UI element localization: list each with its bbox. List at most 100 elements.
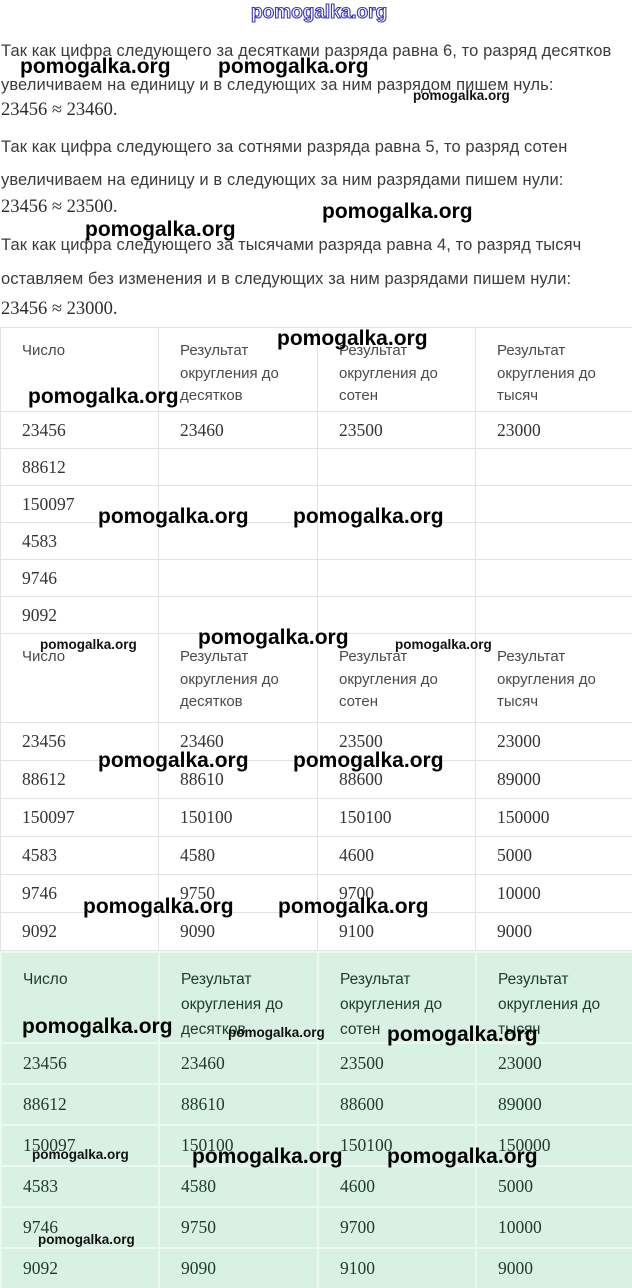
table-cell (158, 559, 318, 597)
table-cell: 23500 (317, 411, 476, 449)
table-cell (475, 485, 632, 523)
table-row: 9746 9750 9700 10000 (0, 874, 632, 913)
column-header: Результат округления до тысяч (475, 951, 632, 1044)
rounding-formula: 23456 ≈ 23000. (1, 299, 118, 319)
table-cell: 9092 (0, 1247, 160, 1288)
table-cell: 150100 (158, 798, 318, 837)
column-header: Результат округления до сотен (317, 327, 476, 412)
explanation-line: увеличиваем на единицу и в следующих за … (1, 76, 554, 94)
explanation-line: Так как цифра следующего за десятками ра… (1, 42, 612, 60)
table-cell: 9750 (158, 874, 318, 913)
table-cell: 23460 (158, 1042, 319, 1085)
table-cell: 9100 (317, 1247, 477, 1288)
table-cell (158, 522, 318, 560)
watermark: pomogalka.org (322, 200, 473, 223)
table-cell: 88600 (317, 760, 476, 799)
column-header: Результат округления до тысяч (475, 633, 632, 723)
column-header: Результат округления до десятков (158, 951, 319, 1044)
table-cell: 150097 (0, 485, 159, 523)
explanation-line: Так как цифра следующего за тысячами раз… (1, 236, 582, 254)
column-header: Число (0, 327, 159, 412)
table-cell: 88612 (0, 448, 159, 486)
table-cell: 23460 (158, 411, 318, 449)
table-cell: 150097 (0, 1124, 160, 1167)
rounding-table-solved-green: Число Результат округления до десятков Рез… (0, 951, 632, 1288)
table-row: 9746 (0, 559, 632, 597)
table-cell: 9700 (317, 1206, 477, 1249)
table-cell: 9000 (475, 912, 632, 951)
table-cell (317, 485, 476, 523)
table-cell: 5000 (475, 836, 632, 875)
table-cell: 23456 (0, 411, 159, 449)
table-cell: 4583 (0, 522, 159, 560)
table-cell: 9100 (317, 912, 476, 951)
table-row: 4583 4580 4600 5000 (0, 1165, 632, 1208)
column-header: Результат округления до десятков (158, 633, 318, 723)
table-cell: 4580 (158, 1165, 319, 1208)
table-row: 9092 9090 9100 9000 (0, 1247, 632, 1288)
table-cell: 10000 (475, 1206, 632, 1249)
table-cell: 23000 (475, 722, 632, 761)
table-cell: 4583 (0, 836, 159, 875)
table-cell (475, 559, 632, 597)
watermark: pomogalka.org (250, 1, 388, 23)
table-cell: 9092 (0, 596, 159, 634)
table-row: 23456 23460 23500 23000 (0, 722, 632, 761)
table-cell: 4580 (158, 836, 318, 875)
table-row: 88612 88610 88600 89000 (0, 760, 632, 799)
table-cell: 150097 (0, 798, 159, 837)
table-cell: 9746 (0, 1206, 160, 1249)
table-cell (475, 448, 632, 486)
explanation-line: оставляем без изменения и в следующих за… (1, 270, 572, 288)
column-header: Число (0, 633, 159, 723)
table-cell: 88612 (0, 760, 159, 799)
table-cell: 89000 (475, 1083, 632, 1126)
explanation-line: увеличиваем на единицу и в следующих за … (1, 171, 564, 189)
table-cell: 150000 (475, 798, 632, 837)
table-cell: 9092 (0, 912, 159, 951)
table-row: 150097 (0, 485, 632, 523)
table-row: 88612 (0, 448, 632, 486)
table-cell: 9746 (0, 559, 159, 597)
table-cell: 150100 (317, 798, 476, 837)
table-cell (158, 596, 318, 634)
table-cell (158, 448, 318, 486)
table-row: 150097 150100 150100 150000 (0, 798, 632, 837)
table-row: 88612 88610 88600 89000 (0, 1083, 632, 1126)
table-cell: 23000 (475, 411, 632, 449)
header-row: Число Результат округления до десятков Рез… (0, 633, 632, 723)
table-cell: 88610 (158, 1083, 319, 1126)
table-cell: 150000 (475, 1124, 632, 1167)
rounding-table-solved: Число Результат округления до десятков Рез… (0, 633, 632, 951)
table-cell: 9090 (158, 1247, 319, 1288)
table-row: 23456 23460 23500 23000 (0, 411, 632, 449)
table-cell: 9700 (317, 874, 476, 913)
table-cell: 23000 (475, 1042, 632, 1085)
explanation-line: Так как цифра следующего за сотнями разр… (1, 138, 568, 156)
table-cell: 9750 (158, 1206, 319, 1249)
column-header: Результат округления до тысяч (475, 327, 632, 412)
rounding-formula: 23456 ≈ 23460. (1, 100, 118, 120)
table-cell (317, 522, 476, 560)
table-cell: 88610 (158, 760, 318, 799)
column-header: Результат округления до сотен (317, 951, 477, 1044)
table-cell (317, 559, 476, 597)
table-row: 4583 (0, 522, 632, 560)
table-cell: 5000 (475, 1165, 632, 1208)
header-row: Число Результат округления до десятков Рез… (0, 951, 632, 1044)
table-cell: 23500 (317, 722, 476, 761)
table-row: 9092 9090 9100 9000 (0, 912, 632, 951)
table-cell: 9746 (0, 874, 159, 913)
table-cell: 88600 (317, 1083, 477, 1126)
header-row: Число Результат округления до десятков Рез… (0, 327, 632, 412)
table-cell: 4600 (317, 1165, 477, 1208)
table-cell: 9000 (475, 1247, 632, 1288)
rounding-table-partial: Число Результат округления до десятков Рез… (0, 327, 632, 634)
table-cell (158, 485, 318, 523)
table-row: 23456 23460 23500 23000 (0, 1042, 632, 1085)
table-cell: 150100 (158, 1124, 319, 1167)
rounding-formula: 23456 ≈ 23500. (1, 197, 118, 217)
table-cell (475, 596, 632, 634)
table-cell: 23500 (317, 1042, 477, 1085)
